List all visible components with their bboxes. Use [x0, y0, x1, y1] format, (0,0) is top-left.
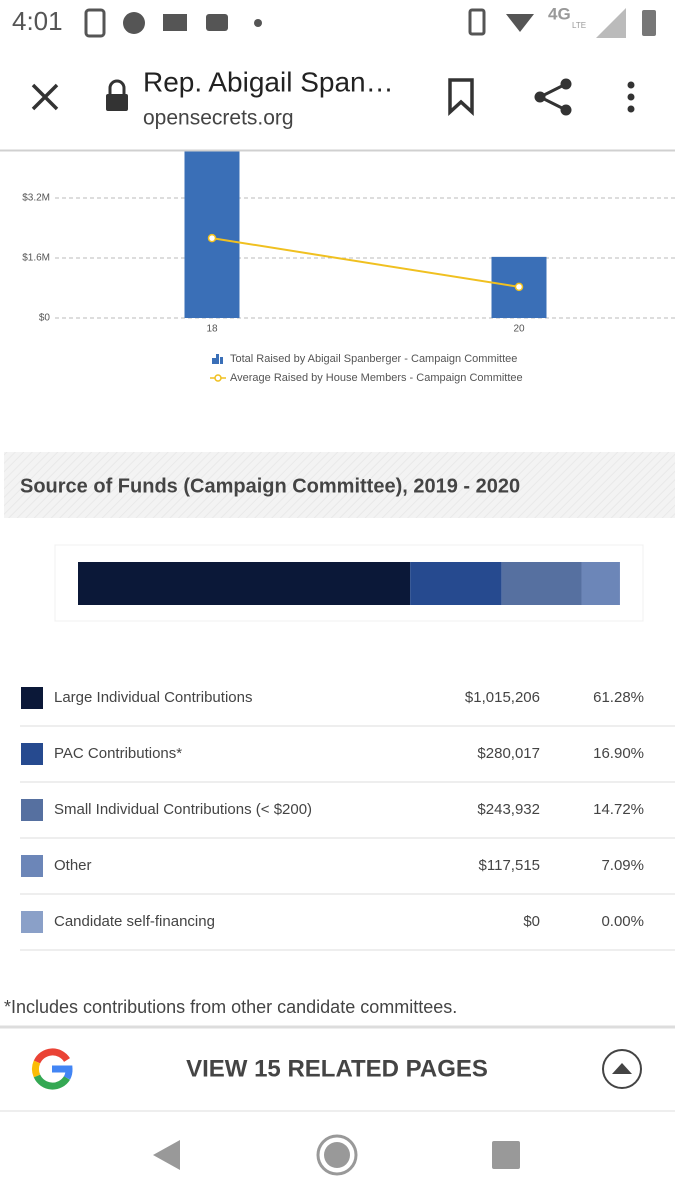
source-amount: $117,515	[479, 857, 540, 874]
status-icon	[84, 8, 106, 38]
legend-swatch	[21, 911, 43, 933]
page-title: Rep. Abigail Span…	[143, 66, 394, 97]
legend-swatch	[21, 855, 43, 877]
nav-recents[interactable]	[492, 1141, 520, 1169]
line-point	[514, 282, 524, 292]
bar-segment	[581, 562, 620, 605]
line-point	[207, 233, 217, 243]
source-chart: Large Individual Contributions $1,015,206…	[20, 562, 675, 951]
source-name: PAC Contributions*	[54, 745, 182, 762]
header-bg	[0, 0, 675, 150]
x-tick-label: 20	[513, 324, 525, 335]
bar-segment	[78, 562, 411, 605]
status-icon	[206, 14, 228, 31]
funds-chart: $0 $1.6M $3.2M 18 20 Total Raised by Abigail …	[22, 150, 675, 384]
status-time: 4:01	[12, 6, 63, 36]
share-icon	[560, 104, 572, 116]
legend-swatch	[21, 687, 43, 709]
menu-dot	[627, 93, 635, 101]
share-icon	[560, 78, 572, 90]
source-name: Candidate self-financing	[54, 913, 215, 930]
source-amount: $1,015,206	[465, 689, 540, 706]
header: 4:01 4G LTE Rep. Abigail Span… opensecre…	[0, 0, 675, 152]
legend-swatch	[21, 799, 43, 821]
status-network-sub: LTE	[572, 21, 586, 30]
legend-label: Average Raised by House Members - Campai…	[230, 372, 523, 384]
status-network: 4G	[548, 4, 571, 23]
y-tick-label: $3.2M	[22, 193, 50, 204]
menu-dot	[627, 81, 635, 89]
status-icon	[642, 10, 656, 36]
related-pages-label: VIEW 15 RELATED PAGES	[186, 1055, 488, 1082]
close-button[interactable]	[31, 83, 59, 111]
bookmark-button[interactable]	[448, 78, 474, 116]
source-amount: $0	[523, 913, 540, 930]
logo-part	[32, 1060, 41, 1078]
legend-icon	[212, 358, 216, 364]
status-icon	[163, 14, 187, 31]
source-amount: $280,017	[477, 745, 540, 762]
logo-part	[33, 1048, 70, 1064]
y-tick-label: $0	[39, 313, 51, 324]
bar-segment	[501, 562, 582, 605]
y-tick-label: $1.6M	[22, 253, 50, 264]
expand-icon	[612, 1063, 632, 1074]
source-percent: 16.90%	[593, 745, 644, 762]
logo-part	[52, 1065, 73, 1080]
bar-segment	[410, 562, 502, 605]
menu-button[interactable]	[627, 81, 635, 113]
legend-icon	[214, 374, 222, 382]
status-icon	[254, 19, 262, 27]
nav-home-dot	[324, 1142, 350, 1168]
legend-label: Total Raised by Abigail Spanberger - Cam…	[230, 353, 517, 365]
lock-icon	[106, 94, 128, 111]
line	[211, 237, 520, 288]
nav-back[interactable]	[153, 1140, 180, 1170]
page-url: opensecrets.org	[143, 107, 294, 130]
source-name: Small Individual Contributions (< $200)	[54, 801, 312, 818]
status-icon	[123, 12, 145, 34]
status-icon	[506, 14, 534, 32]
legend-icon	[220, 357, 223, 364]
source-amount: $243,932	[477, 801, 540, 818]
source-percent: 7.09%	[601, 857, 644, 874]
legend-swatch	[21, 743, 43, 765]
share-button[interactable]	[534, 78, 572, 116]
source-percent: 0.00%	[601, 913, 644, 930]
menu-dot	[627, 105, 635, 113]
logo-part	[33, 1074, 70, 1090]
google-logo	[32, 1048, 73, 1090]
bottom-bar-bg	[0, 1029, 675, 1111]
source-percent: 14.72%	[593, 801, 644, 818]
lock-icon	[108, 79, 126, 94]
section-header-bg	[4, 452, 675, 518]
x-tick-label: 18	[206, 324, 218, 335]
share-icon	[534, 91, 546, 103]
source-name: Other	[54, 857, 92, 874]
source-name: Large Individual Contributions	[54, 689, 252, 706]
legend-icon	[216, 354, 219, 364]
footnote: *Includes contributions from other candi…	[4, 997, 457, 1017]
nav-home[interactable]	[316, 1134, 358, 1176]
expand-button	[602, 1049, 642, 1089]
status-icon	[596, 8, 626, 38]
related-pages-bar[interactable]: VIEW 15 RELATED PAGES	[0, 1029, 675, 1111]
source-percent: 61.28%	[593, 689, 644, 706]
status-icon	[468, 8, 486, 36]
section-title: Source of Funds (Campaign Committee), 20…	[20, 475, 520, 497]
